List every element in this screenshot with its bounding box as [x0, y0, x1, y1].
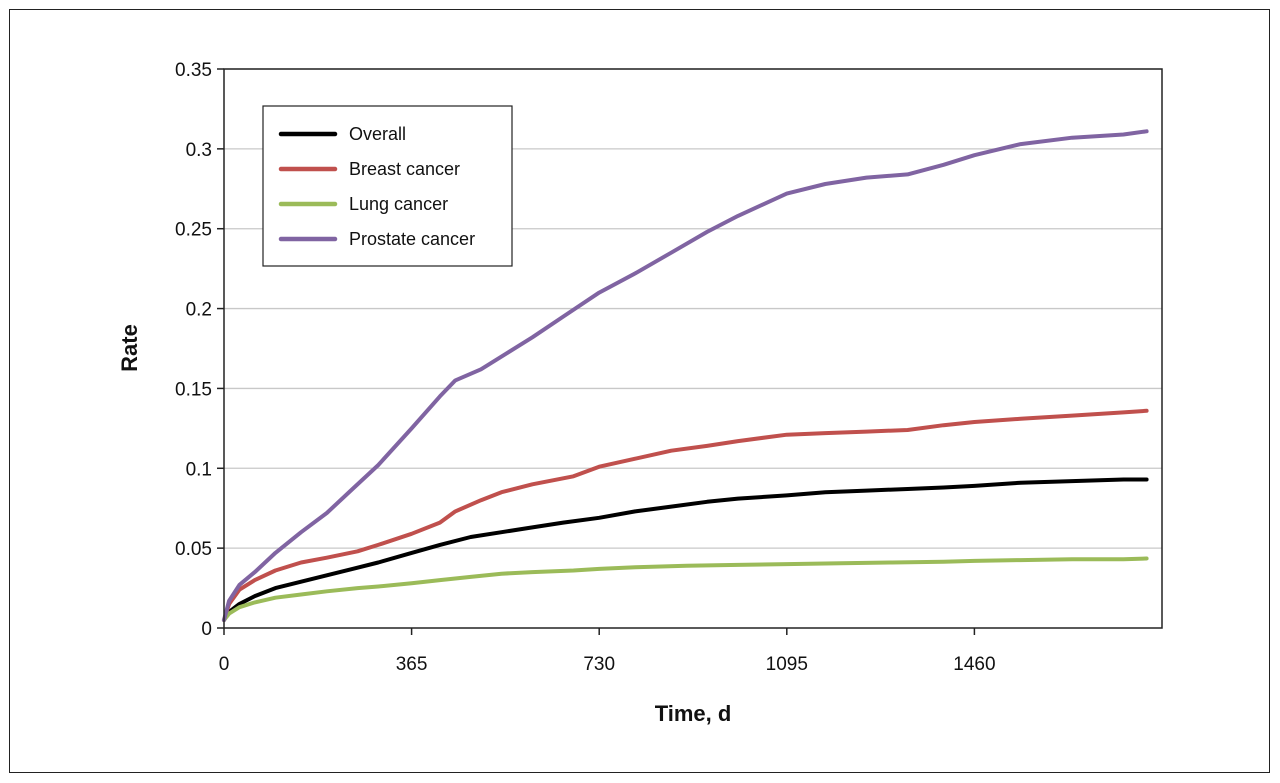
y-tick-label-0: 0: [201, 619, 212, 640]
y-tick-label-4: 0.2: [186, 300, 212, 321]
x-tick-label-0: 0: [219, 654, 230, 675]
plot-area-border: [223, 68, 1163, 629]
y-tick-label-2: 0.1: [186, 459, 212, 480]
series-line-prostate-cancer: [222, 129, 1149, 622]
x-tick-label-3: 1095: [766, 654, 808, 675]
x-tick-label-2: 730: [583, 654, 615, 675]
x-axis-title: Time, d: [655, 701, 732, 726]
y-tick-label-5: 0.25: [175, 220, 212, 241]
y-axis-title: Rate: [117, 324, 142, 372]
y-axis-ticks: 0 0.05 0.1 0.15 0.2 0.25 0.3 0.35: [175, 60, 224, 640]
axes: [223, 68, 1163, 629]
legend-label-lung-cancer: Lung cancer: [349, 194, 448, 214]
series-line-overall: [222, 477, 1149, 622]
y-tick-label-6: 0.3: [186, 140, 212, 161]
x-axis-ticks: 0 365 730 1095 1460: [219, 628, 996, 675]
figure-frame: [9, 9, 1270, 773]
y-tick-label-1: 0.05: [175, 539, 212, 560]
legend: Overall Breast cancer Lung cancer Prostate …: [262, 105, 513, 267]
x-tick-label-4: 1460: [953, 654, 995, 675]
y-tick-label-3: 0.15: [175, 379, 212, 400]
legend-label-breast-cancer: Breast cancer: [349, 159, 460, 179]
y-tick-label-7: 0.35: [175, 60, 212, 81]
legend-label-overall: Overall: [349, 124, 406, 144]
series-lines: [222, 129, 1149, 622]
series-line-breast-cancer: [222, 408, 1149, 622]
x-tick-label-1: 365: [396, 654, 428, 675]
series-line-lung-cancer: [222, 556, 1149, 622]
legend-label-prostate-cancer: Prostate cancer: [349, 229, 475, 249]
